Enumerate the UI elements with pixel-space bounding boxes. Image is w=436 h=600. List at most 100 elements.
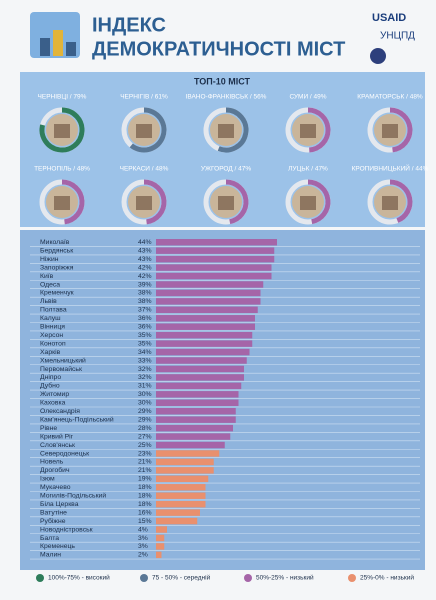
city-name: Калуш (40, 315, 61, 322)
donut-arc (39, 107, 85, 153)
city-name: Могилів-Подільський (40, 492, 106, 500)
donut-arc (143, 179, 167, 225)
icon-bar (66, 42, 76, 56)
city-label: ТЕРНОПІЛЬ / 48% (34, 166, 90, 173)
value-label: 33% (138, 357, 152, 364)
value-label: 27% (138, 433, 152, 440)
bar (156, 509, 200, 516)
city-label: СУМИ / 49% (289, 94, 326, 101)
city-name: Балта (40, 535, 59, 542)
city-name: Северодонецьк (40, 450, 89, 457)
city-name: Новель (40, 459, 64, 466)
bar (156, 365, 244, 373)
bar (156, 450, 220, 457)
value-label: 38% (138, 298, 152, 305)
bar (156, 467, 214, 474)
bar (156, 281, 264, 288)
value-label: 36% (138, 315, 152, 322)
city-name: Кам'янець-Подільський (40, 415, 114, 423)
city-name: Ватутіне (40, 508, 67, 516)
bar (156, 543, 165, 550)
city-name: Дніпро (40, 373, 61, 381)
bar (156, 391, 239, 398)
photo-building (218, 124, 234, 138)
city-name: Рівне (40, 424, 57, 432)
city-name: Кременець (40, 543, 75, 550)
value-label: 3% (138, 535, 148, 542)
photo-building (382, 196, 398, 210)
logo-text: USAID (372, 12, 406, 24)
city-label: КРОПИВНИЦЬКИЙ / 44% (352, 164, 429, 173)
title: ІНДЕКС (92, 14, 166, 36)
city-name: Житомир (40, 391, 69, 398)
bar (156, 255, 275, 263)
bar (156, 408, 236, 415)
value-label: 21% (138, 467, 152, 474)
value-label: 30% (138, 391, 152, 398)
icon-bar (40, 38, 50, 56)
photo-building (300, 124, 316, 138)
bar (156, 239, 277, 246)
photo-building (54, 196, 70, 210)
city-name: Ізюм (40, 476, 55, 483)
city-label: ІВАНО-ФРАНКІВСЬК / 56% (186, 94, 267, 101)
city-name: Дрогобич (40, 466, 70, 474)
bar (156, 441, 225, 449)
donut-arc (307, 107, 331, 153)
bar (156, 424, 233, 432)
city-label: ЧЕРНІГІВ / 61% (120, 94, 168, 101)
city-name: Київ (40, 273, 54, 280)
value-label: 38% (138, 290, 152, 297)
city-name: Конотоп (40, 340, 66, 347)
city-name: Ніжин (40, 255, 59, 263)
bar-group: Миколаїв 44% Бердянськ 43% Ніжин 43% Запоріжжя… (30, 239, 420, 560)
legend-swatch (140, 574, 148, 582)
title: ДЕМОКРАТИЧНОСТІ МІСТ (92, 38, 345, 60)
city-name: Кривий Ріг (40, 432, 74, 440)
bar (156, 272, 272, 280)
value-label: 18% (138, 484, 152, 491)
donut-arc (389, 179, 413, 223)
donut-arc (307, 179, 331, 225)
city-name: Малин (40, 552, 61, 559)
city-label: ЧЕРНІВЦІ / 79% (38, 94, 87, 101)
bar (156, 433, 231, 440)
photo-building (382, 124, 398, 138)
value-label: 19% (138, 476, 152, 483)
value-label: 42% (138, 264, 152, 271)
bar (156, 492, 206, 499)
photo-building (54, 124, 70, 138)
photo-building (300, 196, 316, 210)
bar (156, 289, 261, 297)
logo-mark (370, 48, 386, 64)
bar (156, 382, 242, 390)
bar (156, 500, 206, 508)
section-title: ТОП-10 МІСТ (194, 76, 251, 86)
bar (156, 348, 250, 356)
city-label: УЖГОРОД / 47% (201, 166, 251, 173)
city-name: Каховка (40, 400, 66, 407)
photo-building (218, 196, 234, 210)
value-label: 18% (138, 493, 152, 500)
photo-building (136, 124, 152, 138)
bar (156, 526, 167, 533)
bar (156, 475, 209, 483)
bar (156, 416, 236, 423)
city-label: ЧЕРКАСИ / 48% (120, 166, 169, 173)
city-name: Біла Церква (40, 500, 79, 508)
bar (156, 357, 247, 364)
value-label: 3% (138, 543, 148, 550)
city-name: Бердянськ (40, 247, 73, 254)
city-name: Миколаїв (40, 239, 70, 246)
value-label: 32% (138, 374, 152, 381)
value-label: 44% (138, 239, 152, 246)
city-name: Кременчук (40, 290, 74, 297)
bar (156, 331, 253, 339)
bar (156, 306, 258, 314)
photo-building (136, 196, 152, 210)
value-label: 15% (138, 518, 152, 525)
city-name: Одеса (40, 281, 60, 288)
value-label: 35% (138, 340, 152, 347)
value-label: 30% (138, 400, 152, 407)
icon-bar (53, 30, 63, 56)
